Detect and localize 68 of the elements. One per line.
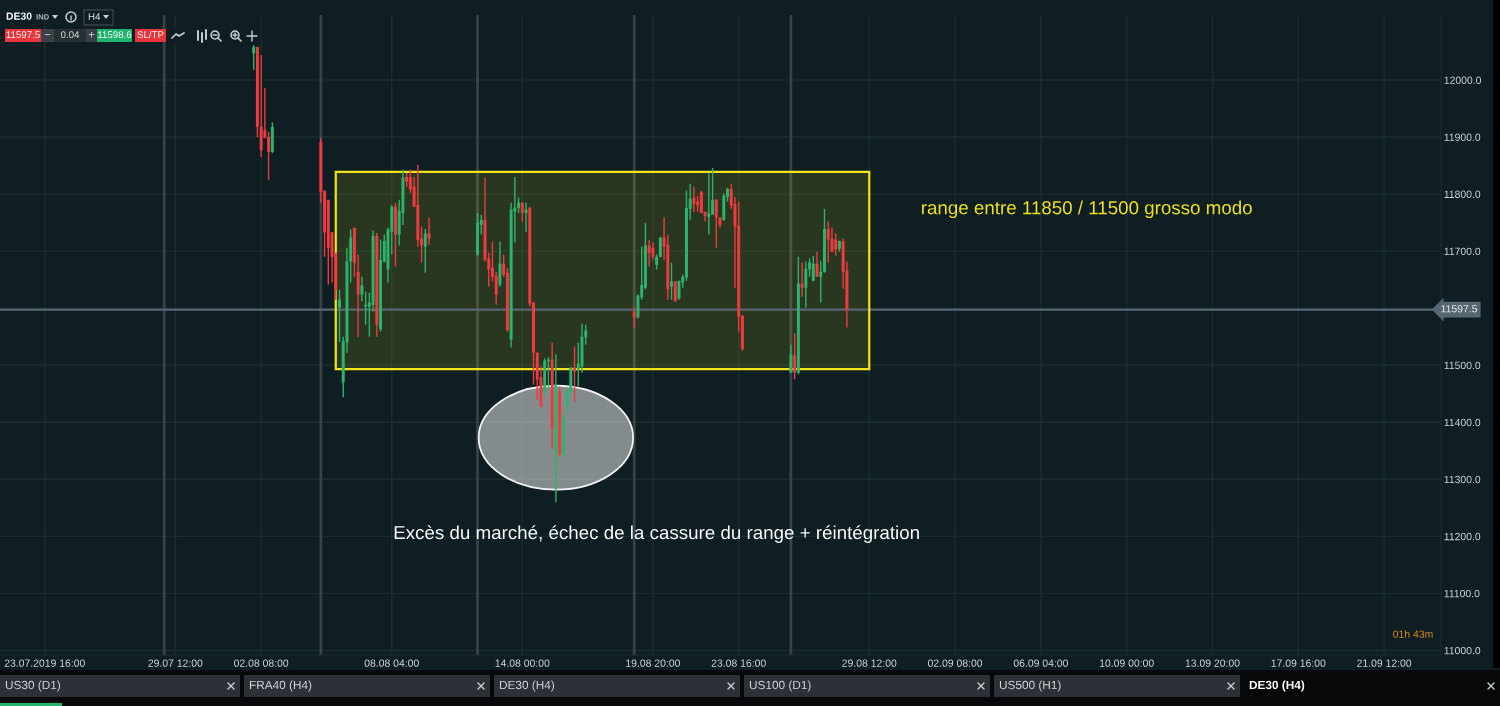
- annotation: Excès du marché, échec de la cassure du range + réintégration: [394, 525, 919, 543]
- candlestick: [707, 172, 711, 236]
- y-tick-label: 11900.0: [1444, 133, 1481, 141]
- text: US100 (D1): [749, 680, 811, 692]
- ref-line-label: 11597.5: [1441, 305, 1478, 313]
- y-tick-label: 11200.0: [1444, 532, 1481, 541]
- candlestick: [427, 216, 431, 246]
- x-tick-label: 08.08 04:00: [364, 659, 419, 667]
- candlestick: [834, 232, 838, 257]
- text: US500 (H1): [999, 680, 1061, 692]
- candlestick: [793, 332, 797, 381]
- y-tick-label: 11000.0: [1444, 646, 1481, 655]
- candlestick: [252, 44, 256, 71]
- x-tick-label: 23.07.2019 16:00: [4, 659, 85, 667]
- candlestick: [800, 261, 804, 298]
- y-tick-label: 11400.0: [1444, 418, 1481, 427]
- annotation: 01h 43m: [1393, 630, 1433, 638]
- x-tick-label: 10.09 00:00: [1099, 659, 1154, 667]
- candlestick: [647, 239, 651, 268]
- y-tick-label: 12000.0: [1444, 76, 1482, 84]
- candlestick: [815, 251, 819, 278]
- y-tick-label: 11800.0: [1444, 190, 1481, 198]
- candlestick: [573, 345, 577, 404]
- candlestick: [699, 189, 703, 214]
- x-tick-label: 19.08 20:00: [626, 659, 680, 667]
- annotation: 11597.5: [6, 31, 40, 39]
- text: FRA40 (H4): [249, 680, 312, 692]
- y-tick-label: 11300.0: [1444, 475, 1481, 484]
- y-tick-label: 11500.0: [1444, 361, 1481, 370]
- text: DE30 (H4): [1249, 680, 1305, 692]
- y-tick-label: 11700.0: [1444, 247, 1481, 256]
- candlestick: [819, 260, 823, 304]
- annotation: 0.04: [60, 31, 80, 39]
- candlestick: [811, 255, 815, 283]
- annotation: SL/TP: [137, 30, 164, 39]
- annotation: H4: [88, 13, 101, 21]
- x-tick-label: 06.09 04:00: [1013, 659, 1068, 667]
- x-tick-label: 23.08 16:00: [711, 659, 766, 667]
- candlestick: [494, 270, 498, 306]
- candlestick: [360, 276, 364, 303]
- candlestick: [692, 185, 696, 213]
- candlestick: [722, 192, 726, 222]
- candlestick: [714, 197, 718, 249]
- text: DE30 (H4): [499, 680, 555, 692]
- candlestick: [823, 208, 826, 274]
- text: US30 (D1): [5, 680, 61, 692]
- band-label: range entre 11850 / 11500 grosso modo: [921, 200, 1252, 219]
- x-tick-label: 17.09 16:00: [1271, 659, 1326, 667]
- annotation: DE30: [6, 12, 32, 20]
- annotation: +: [88, 31, 95, 38]
- candlestick: [826, 220, 830, 264]
- x-tick-label: 14.08 00:00: [495, 659, 550, 667]
- candlestick: [804, 260, 808, 309]
- annotation: −: [44, 34, 51, 36]
- x-tick-label: 02.08 08:00: [234, 659, 289, 667]
- candlestick: [789, 344, 793, 374]
- candlestick: [423, 228, 427, 274]
- candlestick: [524, 201, 528, 233]
- x-tick-label: 21.09 12:00: [1357, 659, 1412, 667]
- y-tick-label: 11100.0: [1444, 589, 1480, 598]
- x-tick-label: 29.07 12:00: [148, 659, 203, 667]
- candlestick: [267, 131, 271, 181]
- x-tick-label: 13.09 20:00: [1185, 659, 1240, 667]
- x-tick-label: 29.08 12:00: [842, 659, 897, 667]
- annotation: 11598.6: [98, 31, 132, 39]
- x-tick-label: 02.09 08:00: [927, 659, 983, 667]
- candlestick: [338, 289, 341, 343]
- candlestick: [498, 240, 502, 288]
